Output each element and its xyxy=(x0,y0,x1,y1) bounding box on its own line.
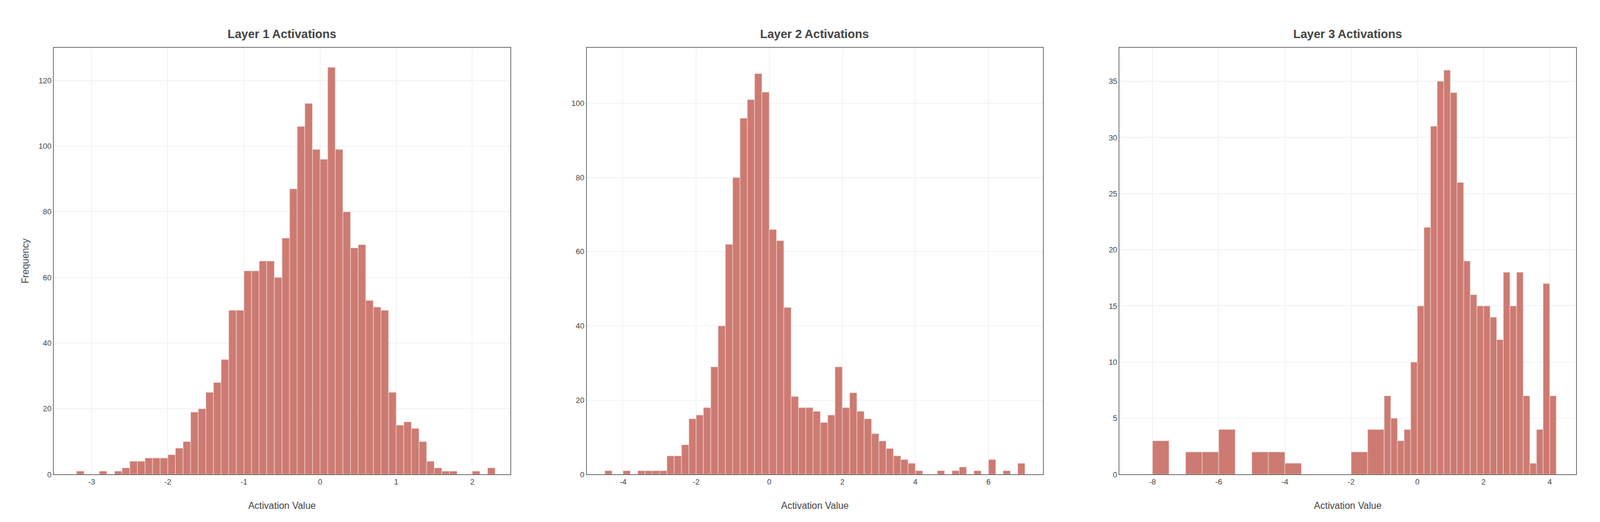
svg-text:40: 40 xyxy=(42,338,52,348)
svg-text:60: 60 xyxy=(576,247,585,257)
svg-text:80: 80 xyxy=(576,173,585,183)
svg-text:30: 30 xyxy=(1108,133,1117,143)
svg-text:2: 2 xyxy=(839,477,845,487)
svg-text:20: 20 xyxy=(42,404,52,414)
svg-text:-2: -2 xyxy=(692,477,700,487)
svg-text:-4: -4 xyxy=(1281,477,1289,487)
svg-text:0: 0 xyxy=(1415,477,1420,487)
svg-text:0: 0 xyxy=(1112,470,1117,480)
svg-text:Layer 2 Activations: Layer 2 Activations xyxy=(760,27,870,41)
svg-text:Frequency: Frequency xyxy=(20,238,31,285)
svg-text:Layer 3 Activations: Layer 3 Activations xyxy=(1293,27,1403,41)
svg-text:120: 120 xyxy=(38,76,52,86)
svg-text:1: 1 xyxy=(393,477,398,487)
svg-text:2: 2 xyxy=(469,477,475,487)
svg-text:40: 40 xyxy=(576,321,585,331)
svg-text:35: 35 xyxy=(1108,76,1117,86)
svg-text:2: 2 xyxy=(1481,477,1486,487)
svg-text:4: 4 xyxy=(1547,477,1552,487)
svg-text:4: 4 xyxy=(913,477,918,487)
svg-text:Activation Value: Activation Value xyxy=(248,500,317,512)
svg-text:-1: -1 xyxy=(240,477,248,487)
svg-text:0: 0 xyxy=(767,477,772,487)
svg-text:0: 0 xyxy=(318,477,323,487)
svg-text:-4: -4 xyxy=(619,477,627,487)
svg-text:25: 25 xyxy=(1108,189,1117,199)
svg-text:100: 100 xyxy=(38,141,52,151)
svg-text:Layer 1 Activations: Layer 1 Activations xyxy=(227,27,337,41)
svg-text:6: 6 xyxy=(986,477,991,487)
svg-text:0: 0 xyxy=(47,470,52,480)
svg-text:80: 80 xyxy=(42,207,52,217)
svg-text:Activation Value: Activation Value xyxy=(1314,500,1382,512)
svg-text:100: 100 xyxy=(571,98,585,108)
svg-text:20: 20 xyxy=(1108,245,1117,255)
svg-text:15: 15 xyxy=(1108,302,1117,311)
svg-text:-3: -3 xyxy=(88,477,96,487)
svg-text:Activation Value: Activation Value xyxy=(780,500,849,512)
svg-text:-8: -8 xyxy=(1149,477,1157,487)
svg-text:20: 20 xyxy=(576,396,585,406)
svg-text:-6: -6 xyxy=(1215,477,1223,487)
svg-text:-2: -2 xyxy=(164,477,172,487)
svg-text:10: 10 xyxy=(1108,358,1117,367)
svg-text:-2: -2 xyxy=(1347,477,1355,487)
svg-text:60: 60 xyxy=(42,273,52,283)
svg-text:5: 5 xyxy=(1112,413,1117,423)
svg-text:0: 0 xyxy=(580,470,585,480)
